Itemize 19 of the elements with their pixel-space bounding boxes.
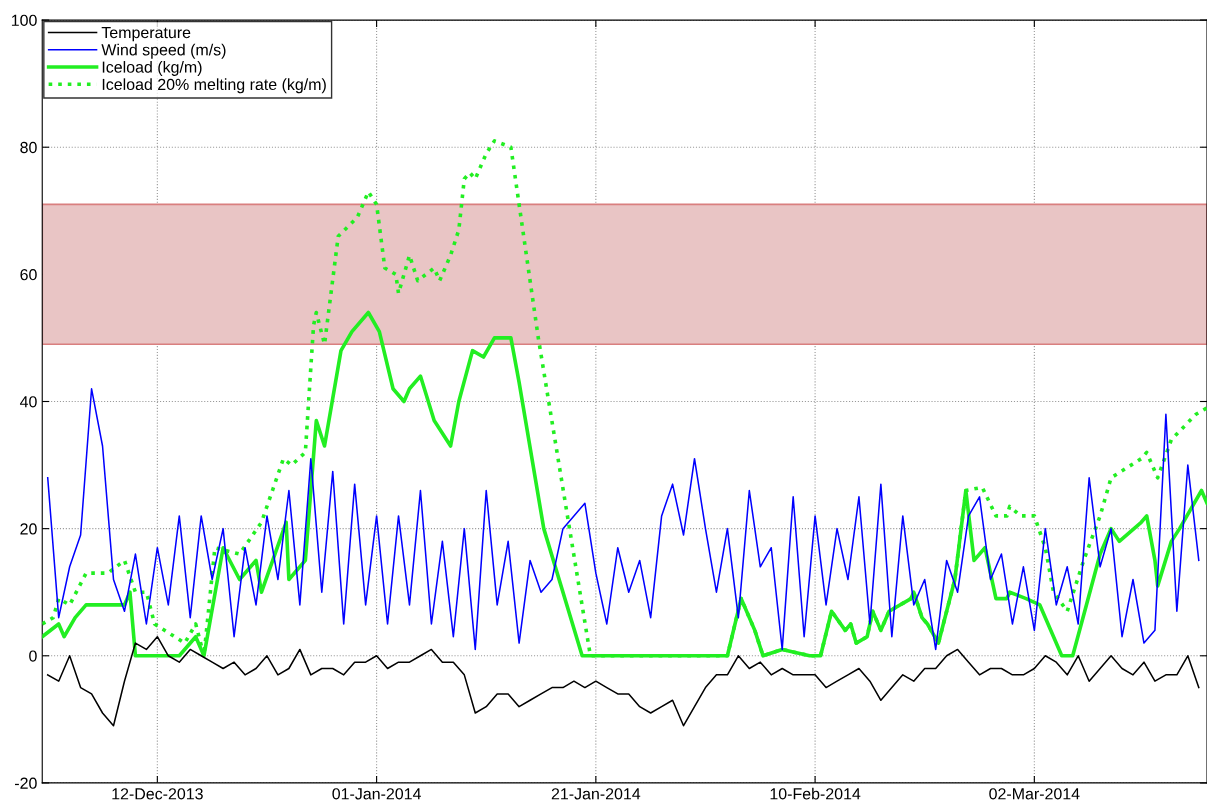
- y-tick-label: 100: [11, 14, 37, 27]
- y-tick-label: -20: [15, 777, 37, 789]
- legend-label: Temperature: [101, 27, 191, 42]
- x-tick-label: 12-Dec-2013: [112, 788, 203, 800]
- x-tick-label: 01-Jan-2014: [332, 788, 421, 800]
- line-series: [46, 635, 1200, 727]
- y-tick-label: 80: [20, 141, 37, 154]
- y-tick-label: 60: [20, 268, 37, 281]
- line-series: [42, 139, 1207, 658]
- legend-label: Iceload 20% melting rate (kg/m): [102, 78, 326, 94]
- y-tick-label: 40: [19, 396, 37, 408]
- x-tick-label: 02-Mar-2014: [989, 788, 1080, 800]
- line-series: [46, 388, 1200, 651]
- y-tick-label: 20: [20, 523, 37, 535]
- y-tick-label: 0: [29, 650, 37, 662]
- x-tick-label: 21-Jan-2014: [551, 788, 641, 800]
- legend-label: Iceload (kg/m): [102, 61, 202, 76]
- x-tick-label: 10-Feb-2014: [770, 787, 861, 800]
- legend-label: Wind speed (m/s): [101, 43, 226, 59]
